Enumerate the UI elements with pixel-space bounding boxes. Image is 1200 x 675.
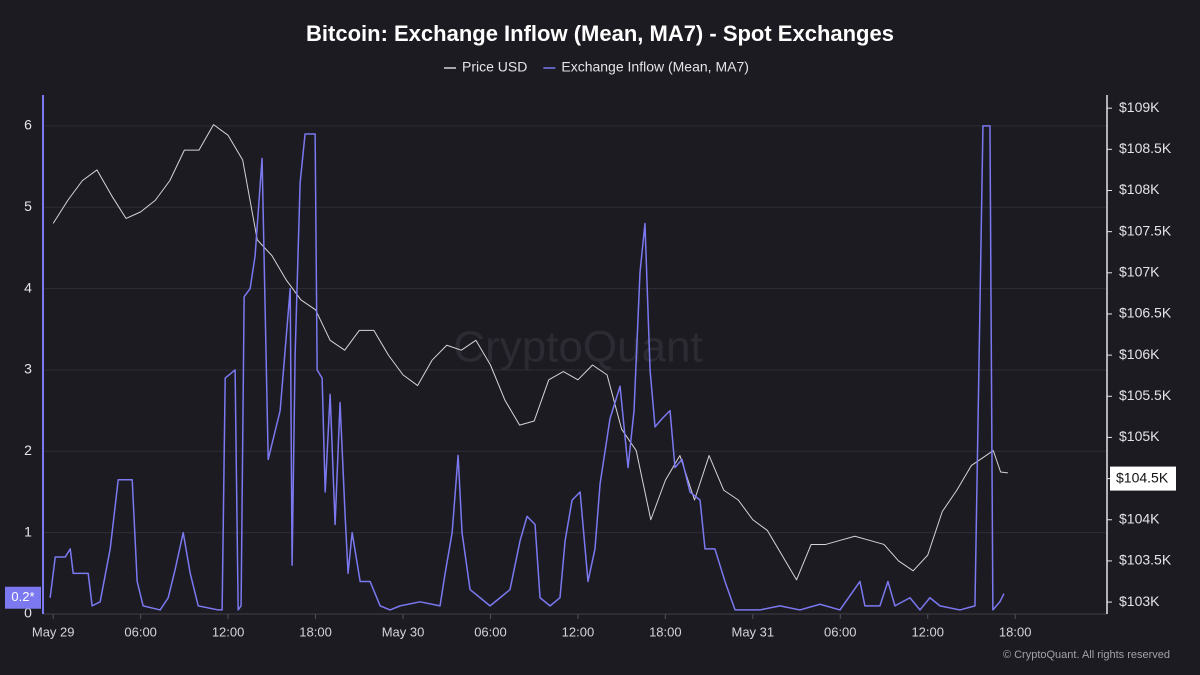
legend-label: Price USD [462, 59, 527, 75]
y-tick-label: 2 [24, 442, 32, 458]
y2-tick-label: $106.5K [1119, 305, 1172, 321]
y-tick-label: 0 [24, 605, 32, 621]
y2-marker-box [1110, 466, 1176, 491]
x-tick-label: May 30 [382, 624, 425, 639]
y2-tick-label: $108.5K [1119, 140, 1172, 156]
legend-label: Exchange Inflow (Mean, MA7) [561, 59, 749, 75]
y2-tick-label: $105.5K [1119, 387, 1172, 403]
series-line [52, 124, 1008, 581]
x-tick-label: 18:00 [649, 624, 682, 639]
y-tick-label: 6 [24, 117, 32, 133]
footer: © CryptoQuant. All rights reserved [1003, 649, 1170, 661]
x-tick-label: 06:00 [474, 624, 507, 639]
y2-tick-label: $106K [1119, 346, 1160, 362]
y2-tick-label: $104K [1119, 510, 1160, 526]
x-tick-label: 12:00 [212, 624, 245, 639]
x-tick-label: 06:00 [124, 624, 157, 639]
series-line [49, 125, 1005, 611]
y2-tick-label: $105K [1119, 428, 1160, 444]
y-tick-label: 3 [24, 361, 32, 377]
y-marker-label: 0.2* [11, 589, 34, 604]
y-tick-label: 4 [24, 279, 32, 295]
y2-tick-label: $108K [1119, 181, 1160, 197]
x-tick-label: 12:00 [911, 624, 944, 639]
y2-tick-label: $103K [1119, 593, 1160, 609]
x-tick-label: 12:00 [562, 624, 595, 639]
x-tick-label: May 31 [731, 624, 774, 639]
x-tick-label: 18:00 [299, 624, 332, 639]
y-marker-box [5, 586, 41, 609]
y2-tick-label: $103.5K [1119, 552, 1172, 568]
x-tick-label: 06:00 [824, 624, 857, 639]
legend: Price USD Exchange Inflow (Mean, MA7) [444, 59, 749, 75]
y2-marker: $104.5K [1110, 466, 1176, 491]
watermark: CryptoQuant [453, 323, 702, 372]
y2-tick-label: $107.5K [1119, 222, 1172, 238]
y-tick-label: 1 [24, 523, 32, 539]
y-tick-label: 5 [24, 198, 32, 214]
x-tick-label: 18:00 [999, 624, 1032, 639]
x-tick-label: May 29 [32, 624, 75, 639]
y2-marker-label: $104.5K [1116, 469, 1169, 485]
chart-title: Bitcoin: Exchange Inflow (Mean, MA7) - S… [306, 21, 894, 46]
y2-tick-label: $107K [1119, 264, 1160, 280]
y2-tick-label: $109K [1119, 99, 1160, 115]
y-marker: 0.2* [5, 586, 41, 609]
